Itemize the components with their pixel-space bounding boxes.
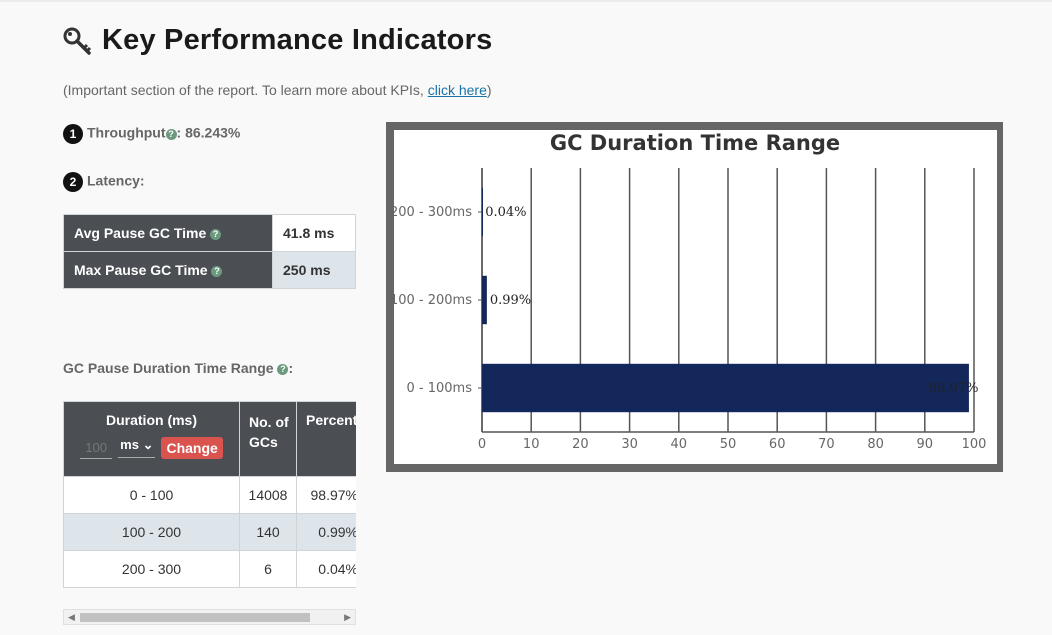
x-tick-label: 10 <box>523 437 540 452</box>
range-cell: 200 - 300 <box>63 550 240 588</box>
chevron-down-icon: ⌄ <box>142 437 154 452</box>
data-label: 0.99% <box>490 293 531 308</box>
gc-range-heading: GC Pause Duration Time Range ?: <box>63 360 294 376</box>
duration-table: Duration (ms) ms ⌄ Change No. of GCs Per… <box>63 401 356 588</box>
number-badge-1: 1 <box>63 124 83 144</box>
y-tick-label: 200 - 300ms <box>394 205 472 220</box>
throughput-value: : 86.243% <box>176 124 241 141</box>
latency-line: 2 Latency: <box>63 172 145 192</box>
latency-table: Avg Pause GC Time ? 41.8 ms Max Pause GC… <box>63 214 356 289</box>
avg-pause-value: 41.8 ms <box>272 214 356 252</box>
percent-header: Percent <box>296 401 356 477</box>
bar <box>482 363 969 413</box>
scroll-right-icon[interactable]: ▶ <box>344 612 351 622</box>
avg-pause-label-cell: Avg Pause GC Time ? <box>63 214 273 252</box>
key-icon <box>63 27 92 55</box>
x-tick-label: 60 <box>769 437 786 452</box>
chart-area: GC Duration Time Range 0 10 20 30 40 50 60 70 80 9… <box>394 130 997 464</box>
x-tick-label: 90 <box>917 437 934 452</box>
table-row: Max Pause GC Time ? 250 ms <box>63 251 356 289</box>
latency-label: Latency: <box>87 172 145 189</box>
learn-more-link[interactable]: click here <box>427 82 487 98</box>
percent-cell: 98.97% <box>296 476 356 514</box>
table-row: Avg Pause GC Time ? 41.8 ms <box>63 214 356 252</box>
x-tick-label: 70 <box>818 437 835 452</box>
count-cell: 14008 <box>239 476 297 514</box>
top-border <box>0 0 1052 2</box>
throughput-line: 1 Throughput?: 86.243% <box>63 124 240 144</box>
x-tick-label: 30 <box>621 437 638 452</box>
bar <box>482 275 487 325</box>
throughput-label: Throughput <box>87 124 166 141</box>
x-tick-label: 50 <box>720 437 737 452</box>
number-badge-2: 2 <box>63 172 83 192</box>
help-icon[interactable]: ? <box>210 228 222 240</box>
range-cell: 100 - 200 <box>63 513 240 551</box>
count-cell: 6 <box>239 550 297 588</box>
help-icon[interactable]: ? <box>165 128 177 140</box>
table-row: 0 - 100 14008 98.97% <box>63 476 356 514</box>
table-row: 100 - 200 140 0.99% <box>63 513 356 551</box>
horizontal-scrollbar[interactable]: ◀ ▶ <box>63 609 356 625</box>
x-tick-label: 100 <box>962 437 987 452</box>
scroll-left-icon[interactable]: ◀ <box>68 612 75 622</box>
max-pause-value: 250 ms <box>272 251 356 289</box>
page-title: Key Performance Indicators <box>102 24 493 56</box>
table-row: 200 - 300 6 0.04% <box>63 550 356 588</box>
y-tick-label: 0 - 100ms <box>407 381 473 396</box>
help-icon[interactable]: ? <box>211 265 223 277</box>
data-label: 98.97% <box>929 381 979 396</box>
range-cell: 0 - 100 <box>63 476 240 514</box>
chart-frame: GC Duration Time Range 0 10 20 30 40 50 60 70 80 9… <box>386 122 1003 472</box>
data-label: 0.04% <box>485 205 526 220</box>
bucket-controls: ms ⌄ Change <box>64 436 239 459</box>
bucket-size-input[interactable] <box>80 436 113 459</box>
duration-header: Duration (ms) ms ⌄ Change <box>63 401 240 477</box>
gc-duration-chart: GC Duration Time Range 0 10 20 30 40 50 60 70 80 9… <box>394 131 987 452</box>
table-header-row: Duration (ms) ms ⌄ Change No. of GCs Per… <box>63 401 356 477</box>
scrollbar-thumb[interactable] <box>80 613 310 622</box>
x-tick-label: 20 <box>572 437 589 452</box>
percent-cell: 0.99% <box>296 513 356 551</box>
y-tick-label: 100 - 200ms <box>394 293 472 308</box>
unit-select[interactable]: ms ⌄ <box>118 437 156 458</box>
percent-cell: 0.04% <box>296 550 356 588</box>
count-cell: 140 <box>239 513 297 551</box>
help-icon[interactable]: ? <box>277 363 289 375</box>
section-header: Key Performance Indicators <box>62 24 492 57</box>
chart-title: GC Duration Time Range <box>550 131 840 155</box>
x-tick-label: 40 <box>671 437 688 452</box>
change-button[interactable]: Change <box>161 436 223 459</box>
max-pause-label-cell: Max Pause GC Time ? <box>63 251 273 289</box>
count-header: No. of GCs <box>239 401 297 477</box>
x-tick-label: 80 <box>867 437 884 452</box>
bar <box>482 187 483 237</box>
duration-table-scroll: Duration (ms) ms ⌄ Change No. of GCs Per… <box>63 401 356 589</box>
x-tick-label: 0 <box>478 437 486 452</box>
intro-text: (Important section of the report. To lea… <box>63 82 492 98</box>
